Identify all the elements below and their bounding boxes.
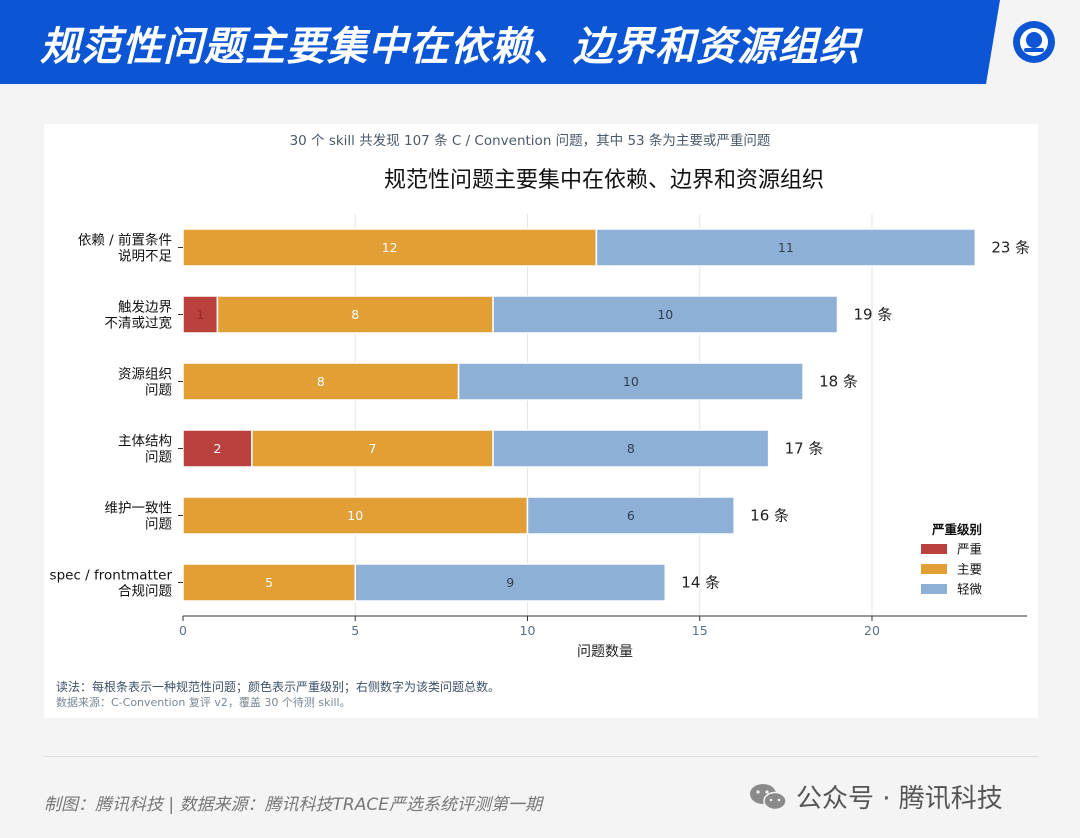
legend-swatch: [921, 564, 947, 574]
header-banner: 规范性问题主要集中在依赖、边界和资源组织: [0, 0, 1080, 86]
x-tick-label: 20: [864, 623, 880, 638]
banner-background: [0, 0, 1000, 84]
x-tick-label: 0: [179, 623, 187, 638]
bar-segment: [216, 295, 494, 334]
bar-value-label: 10: [347, 508, 363, 523]
y-tick-label-line: 说明不足: [118, 249, 172, 265]
grid-lines: [354, 214, 873, 616]
bar-value-label: 9: [506, 575, 514, 590]
x-axis-label: 问题数量: [577, 644, 633, 660]
legend-label: 主要: [957, 562, 982, 577]
bar-total-label: 23 条: [991, 239, 1030, 257]
bar-value-label: 5: [265, 575, 273, 590]
y-tick-label: 主体结构问题: [118, 434, 172, 466]
bar-segment: [182, 429, 253, 468]
footer-divider: [44, 756, 1038, 757]
bar-segment: [526, 496, 735, 535]
wechat-icon: [750, 783, 787, 810]
tencent-news-logo-icon: [1013, 21, 1055, 63]
bar-segment: [457, 362, 804, 401]
y-tick-label-line: 问题: [145, 517, 172, 533]
y-tick-label: 维护一致性问题: [105, 501, 173, 533]
x-tick-label: 10: [520, 623, 536, 638]
bar-value-label: 12: [382, 240, 398, 255]
y-tick-label-line: spec / frontmatter: [50, 568, 173, 584]
bar-segment: [182, 496, 529, 535]
y-tick-label-line: 主体结构: [118, 434, 172, 450]
chart-subtitle: 30 个 skill 共发现 107 条 C / Convention 问题，其…: [290, 132, 771, 149]
bar-total-label: 18 条: [819, 373, 858, 391]
y-tick-label: 资源组织问题: [118, 367, 172, 399]
banner-title: 规范性问题主要集中在依赖、边界和资源组织: [40, 24, 860, 70]
bar-segment: [354, 563, 667, 602]
bar-total-label: 17 条: [785, 440, 824, 458]
legend-label: 严重: [957, 542, 982, 557]
y-tick-label: spec / frontmatter 合规问题: [50, 568, 173, 600]
bar-value-label: 8: [317, 374, 325, 389]
bar-segment: [182, 295, 219, 334]
y-tick-label-line: 不清或过宽: [105, 315, 173, 332]
y-tick-label-line: 维护一致性: [105, 501, 173, 517]
bar-value-label: 7: [368, 441, 376, 456]
footer-credit: 制图：腾讯科技 | 数据来源：腾讯科技TRACE严选系统评测第一期: [44, 795, 542, 815]
legend-swatch: [921, 544, 947, 554]
y-tick-label-line: 资源组织: [118, 367, 172, 383]
bar-value-label: 6: [627, 508, 635, 523]
bar-segment: [492, 429, 770, 468]
y-tick-label: 依赖 / 前置条件说明不足: [78, 232, 173, 265]
chart-source-note: 数据来源：C-Convention 复评 v2，覆盖 30 个待测 skill。: [56, 695, 351, 709]
bar-value-label: 2: [213, 441, 221, 456]
x-tick-label: 15: [692, 623, 708, 638]
bar-value-label: 1: [196, 307, 204, 322]
legend-title: 严重级别: [931, 522, 982, 537]
bar-total-label: 16 条: [750, 507, 789, 525]
bar-value-label: 10: [657, 307, 673, 322]
chart-card: 30 个 skill 共发现 107 条 C / Convention 问题，其…: [44, 124, 1038, 718]
chart-title: 规范性问题主要集中在依赖、边界和资源组织: [384, 168, 824, 193]
watermark-text: 公众号 · 腾讯科技: [796, 784, 1003, 814]
y-tick-label-line: 问题: [145, 450, 172, 466]
bar-segment: [595, 228, 977, 267]
legend-swatch: [921, 584, 947, 594]
bar-value-label: 8: [351, 307, 359, 322]
bar-value-label: 8: [627, 441, 635, 456]
bar-segment: [182, 362, 460, 401]
axes: 依赖 / 前置条件说明不足触发边界不清或过宽资源组织问题主体结构问题维护一致性问…: [50, 232, 1027, 638]
chart-svg: 30 个 skill 共发现 107 条 C / Convention 问题，其…: [50, 132, 1031, 709]
footer-watermark: 公众号 · 腾讯科技: [748, 778, 1003, 815]
bars: 12 11 23 条 1 8 10 19 条 8 10 18 条 2 7 8 17 条 10 6 16 条 5 9 1…: [182, 228, 1030, 602]
bar-total-label: 19 条: [854, 306, 893, 324]
bar-segment: [492, 295, 839, 334]
y-tick-label: 触发边界不清或过宽: [105, 300, 173, 332]
bar-value-label: 10: [623, 374, 639, 389]
bar-total-label: 14 条: [681, 574, 720, 592]
y-tick-label-line: 依赖 / 前置条件: [78, 232, 172, 249]
bar-segment: [251, 429, 494, 468]
legend-label: 轻微: [957, 582, 983, 597]
y-tick-label-line: 合规问题: [118, 584, 172, 600]
x-tick-label: 5: [351, 623, 359, 638]
bar-value-label: 11: [778, 240, 794, 255]
chart-reading-note: 读法：每根条表示一种规范性问题；颜色表示严重级别；右侧数字为该类问题总数。: [56, 679, 500, 694]
bar-segment: [182, 563, 356, 602]
y-tick-label-line: 问题: [145, 383, 172, 399]
y-tick-label-line: 触发边界: [118, 300, 172, 316]
